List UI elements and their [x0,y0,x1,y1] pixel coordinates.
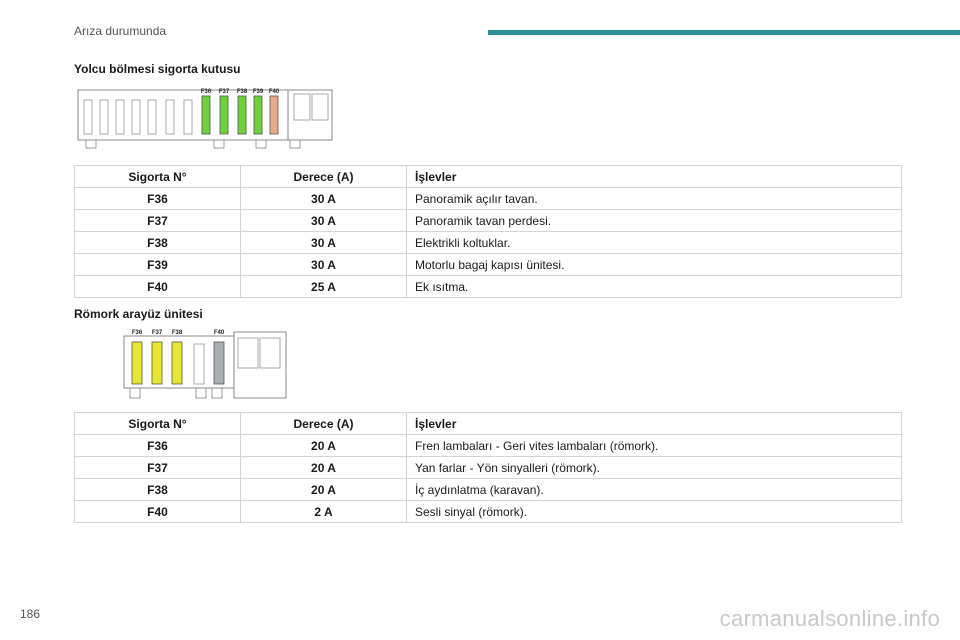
fuse-label-f37: F37 [152,330,163,336]
header-rating: Derece (A) [240,165,407,188]
fuse-function: Sesli sinyal (römork). [406,500,902,523]
passenger-fusebox-diagram: F36 F37 F38 F39 F40 [77,89,333,149]
table-row: F38 30 A Elektrikli koltuklar. [74,231,902,254]
fuse-number: F38 [74,478,241,501]
fuse-f37 [151,341,163,385]
fuse-function: İç aydınlatma (karavan). [406,478,902,501]
fuse-number: F40 [74,275,241,298]
fuse-function: Elektrikli koltuklar. [406,231,902,254]
header-functions: İşlevler [406,412,902,435]
fuse-rating: 20 A [240,456,407,479]
header-fuse-number: Sigorta N° [74,165,241,188]
fuse-rating: 30 A [240,231,407,254]
trailer-fusebox-diagram: F36 F37 F38 F40 [123,330,287,399]
table-header-row: Sigorta N° Derece (A) İşlevler [74,412,902,435]
fuse-function: Motorlu bagaj kapısı ünitesi. [406,253,902,276]
section-heading-trailer-interface: Römork arayüz ünitesi [74,307,203,321]
watermark: carmanualsonline.info [719,606,940,631]
fuse-rating: 2 A [240,500,407,523]
fuse-function: Panoramik açılır tavan. [406,187,902,210]
fuse-rating: 20 A [240,434,407,457]
header-functions: İşlevler [406,165,902,188]
fuse-f40 [213,341,225,385]
fuse-number: F40 [74,500,241,523]
fuse-number: F37 [74,209,241,232]
table-row: F40 25 A Ek ısıtma. [74,275,902,298]
fuse-f40 [269,95,279,135]
fuse-f38 [171,341,183,385]
fuse-function: Yan farlar - Yön sinyalleri (römork). [406,456,902,479]
fuse-function: Fren lambaları - Geri vites lambaları (r… [406,434,902,457]
fuse-label-f36: F36 [201,89,212,95]
page-number: 186 [20,607,41,621]
header-rating: Derece (A) [240,412,407,435]
table-row: F36 20 A Fren lambaları - Geri vites lam… [74,434,902,457]
table-header-row: Sigorta N° Derece (A) İşlevler [74,165,902,188]
fuse-label-f37: F37 [219,89,230,95]
header-accent-bar [488,30,960,35]
fuse-function: Ek ısıtma. [406,275,902,298]
fuse-number: F37 [74,456,241,479]
fuse-label-f40: F40 [269,89,280,95]
fuse-rating: 30 A [240,253,407,276]
fuse-rating: 20 A [240,478,407,501]
fuse-label-f38: F38 [237,89,248,95]
fuse-f37 [219,95,229,135]
fuse-rating: 30 A [240,209,407,232]
fuse-rating: 30 A [240,187,407,210]
table-row: F37 20 A Yan farlar - Yön sinyalleri (rö… [74,456,902,479]
fuse-number: F39 [74,253,241,276]
fuse-f39 [253,95,263,135]
fuse-function: Panoramik tavan perdesi. [406,209,902,232]
passenger-fuse-table: Sigorta N° Derece (A) İşlevler F36 30 A … [74,165,902,298]
table-row: F38 20 A İç aydınlatma (karavan). [74,478,902,501]
table-row: F37 30 A Panoramik tavan perdesi. [74,209,902,232]
table-row: F36 30 A Panoramik açılır tavan. [74,187,902,210]
fuse-f36 [201,95,211,135]
table-row: F40 2 A Sesli sinyal (römork). [74,500,902,523]
table-row: F39 30 A Motorlu bagaj kapısı ünitesi. [74,253,902,276]
fuse-number: F36 [74,434,241,457]
fuse-number: F38 [74,231,241,254]
chapter-title: Arıza durumunda [74,24,167,38]
fuse-rating: 25 A [240,275,407,298]
fuse-number: F36 [74,187,241,210]
fuse-label-f39: F39 [253,89,264,95]
fuse-label-f36: F36 [132,330,143,336]
fuse-label-f38: F38 [172,330,183,336]
section-heading-passenger-fusebox: Yolcu bölmesi sigorta kutusu [74,62,241,76]
header-fuse-number: Sigorta N° [74,412,241,435]
fuse-f36 [131,341,143,385]
fuse-label-f40: F40 [214,330,225,336]
fuse-f38 [237,95,247,135]
trailer-fuse-table: Sigorta N° Derece (A) İşlevler F36 20 A … [74,412,902,523]
